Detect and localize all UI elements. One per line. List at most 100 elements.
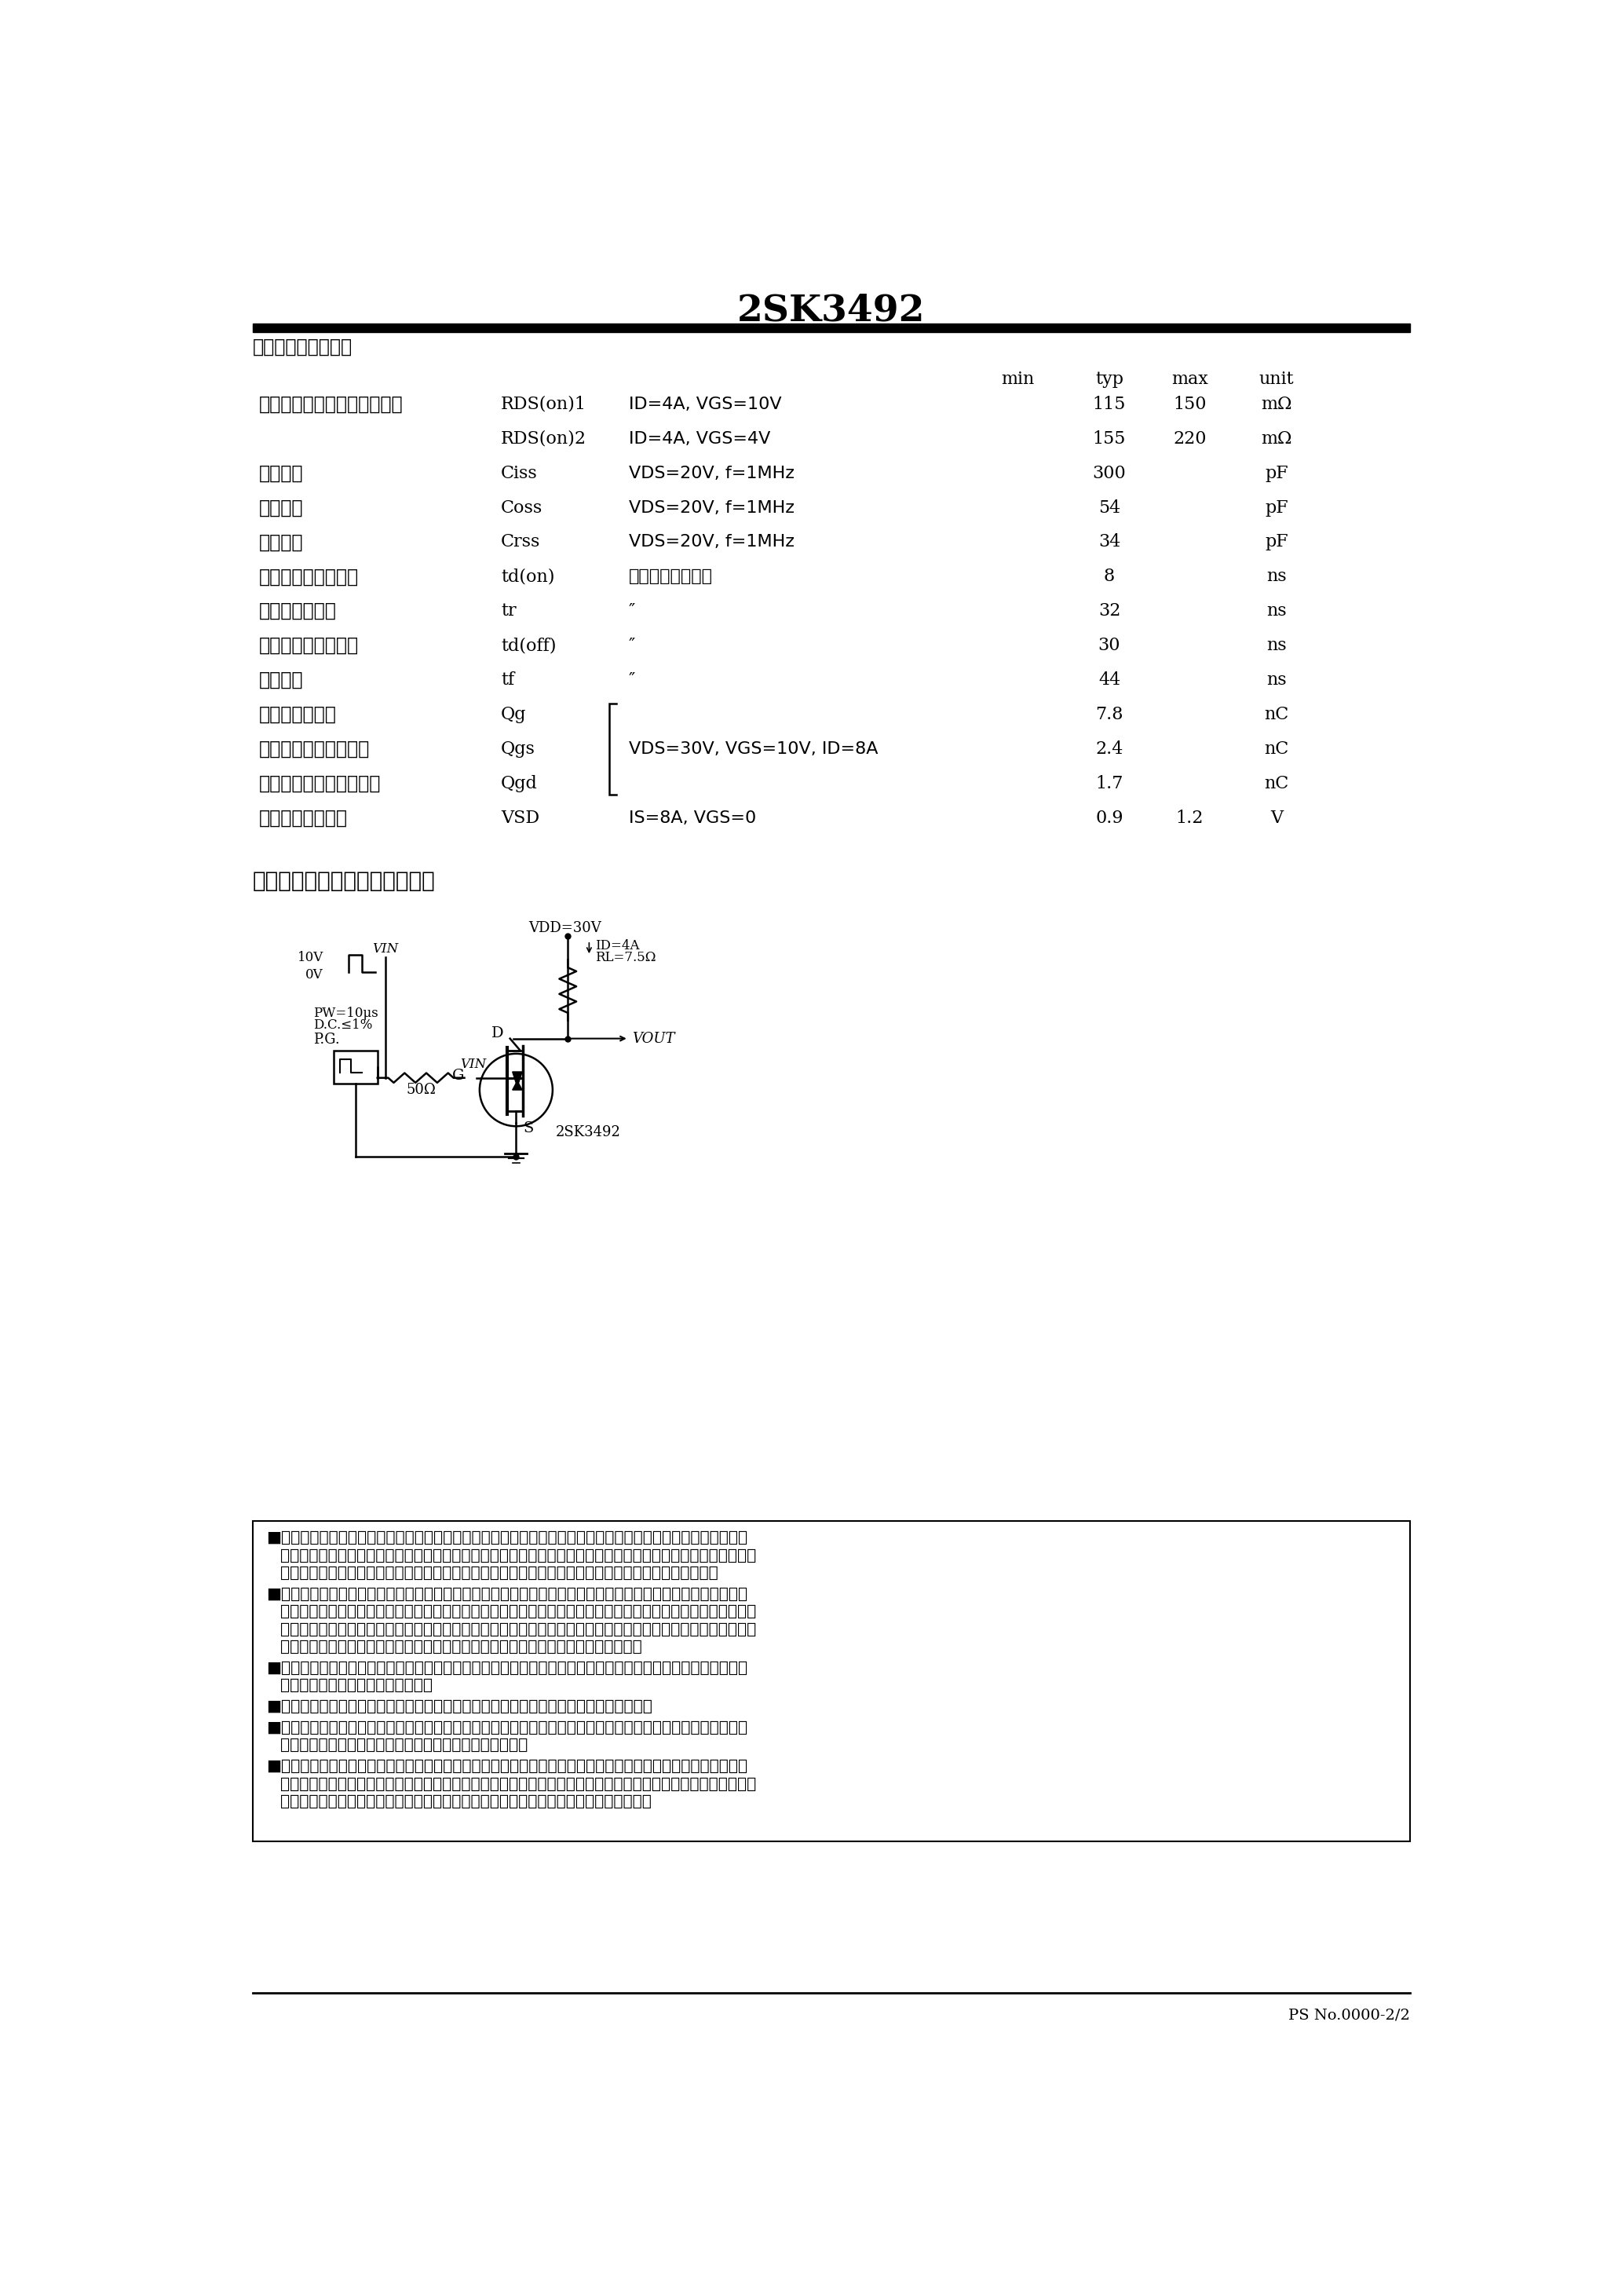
Text: 2.4: 2.4 xyxy=(1095,739,1122,758)
Text: ns: ns xyxy=(1267,567,1286,585)
Text: G: G xyxy=(453,1070,464,1084)
Text: 1.2: 1.2 xyxy=(1176,808,1204,827)
Text: RDS(on)1: RDS(on)1 xyxy=(501,395,587,413)
Text: ■本書記載の製品は、定められた条件下において、記載部品単体の性能・特性・機能などを規定するものであり: ■本書記載の製品は、定められた条件下において、記載部品単体の性能・特性・機能など… xyxy=(266,1531,748,1545)
Text: nC: nC xyxy=(1265,774,1289,792)
Text: td(on): td(on) xyxy=(501,567,555,585)
Text: VDD=30V: VDD=30V xyxy=(529,921,602,934)
Text: ゲート・ソース電荷量: ゲート・ソース電荷量 xyxy=(260,739,370,758)
Text: VDS=20V, f=1MHz: VDS=20V, f=1MHz xyxy=(629,535,795,551)
Text: 8: 8 xyxy=(1103,567,1114,585)
Text: Qg: Qg xyxy=(501,705,527,723)
Bar xyxy=(253,1520,1410,1841)
Text: 7.8: 7.8 xyxy=(1095,705,1124,723)
Text: 指定回路において: 指定回路において xyxy=(629,569,712,585)
Text: pF: pF xyxy=(1265,533,1288,551)
Bar xyxy=(334,1052,378,1084)
Text: ドレイン・ソース間オン抵抗: ドレイン・ソース間オン抵抗 xyxy=(260,395,402,413)
Text: td(off): td(off) xyxy=(501,636,556,654)
Text: って、ご使用の際には、「納入仕様書」でご確認下さい。: って、ご使用の際には、「納入仕様書」でご確認下さい。 xyxy=(281,1738,529,1752)
Polygon shape xyxy=(513,1072,522,1086)
Text: 出力容量: 出力容量 xyxy=(260,498,303,517)
Text: mΩ: mΩ xyxy=(1262,395,1293,413)
Text: RL=7.5Ω: RL=7.5Ω xyxy=(595,951,655,964)
Text: 生じてしまいます。この故障が原因となり、人命にかかわる事故、発煙・発火事故、他の物品に損害を与えてし: 生じてしまいます。この故障が原因となり、人命にかかわる事故、発煙・発火事故、他の… xyxy=(281,1605,756,1619)
Text: 0.9: 0.9 xyxy=(1095,808,1124,827)
Text: Qgs: Qgs xyxy=(501,739,535,758)
Text: IS=8A, VGS=0: IS=8A, VGS=0 xyxy=(629,810,756,827)
Text: ・誤動作防止回路等の安全設計、冗長設計・機構設計等の安全対策を行って下さい。: ・誤動作防止回路等の安全設計、冗長設計・機構設計等の安全対策を行って下さい。 xyxy=(281,1639,642,1653)
Text: 1.7: 1.7 xyxy=(1095,774,1122,792)
Text: 立ち上がり時間: 立ち上がり時間 xyxy=(260,602,336,620)
Text: ns: ns xyxy=(1267,636,1286,654)
Text: ns: ns xyxy=(1267,602,1286,620)
Text: RDS(on)2: RDS(on)2 xyxy=(501,429,587,448)
Text: unit: unit xyxy=(1259,372,1294,388)
Text: 32: 32 xyxy=(1098,602,1121,620)
Text: min: min xyxy=(1001,372,1035,388)
Text: ■弊社は、高品質・高信頼性の製品を供給することに努めております。しかし、半導体製品はある確率で故障が: ■弊社は、高品質・高信頼性の製品を供給することに努めております。しかし、半導体製… xyxy=(266,1587,748,1603)
Text: Crss: Crss xyxy=(501,533,540,551)
Text: 54: 54 xyxy=(1098,498,1121,517)
Text: 帰還容量: 帰還容量 xyxy=(260,533,303,551)
Text: ns: ns xyxy=(1267,670,1286,689)
Text: って第３者の工業所有権その他の権利の実施に対する保証を行うものではありません。: って第３者の工業所有権その他の権利の実施に対する保証を行うものではありません。 xyxy=(281,1793,652,1809)
Text: Qgd: Qgd xyxy=(501,774,537,792)
Text: pF: pF xyxy=(1265,464,1288,482)
Text: ■本書に記載された内容は、製品改善および技術改良等により将来予告なしに変更することがあります。したが: ■本書に記載された内容は、製品改善および技術改良等により将来予告なしに変更するこ… xyxy=(266,1720,748,1736)
Text: P.G.: P.G. xyxy=(313,1033,341,1047)
Text: 入力容量: 入力容量 xyxy=(260,464,303,482)
Text: max: max xyxy=(1171,372,1208,388)
Text: nC: nC xyxy=(1265,739,1289,758)
Text: VDS=30V, VGS=10V, ID=8A: VDS=30V, VGS=10V, ID=8A xyxy=(629,742,878,758)
Text: Ciss: Ciss xyxy=(501,464,537,482)
Text: PS No.0000-2/2: PS No.0000-2/2 xyxy=(1288,2009,1410,2023)
Text: ダイオード順電圧: ダイオード順電圧 xyxy=(260,808,347,827)
Text: Coss: Coss xyxy=(501,498,543,517)
Text: まう事故などを引き起こす可能性があります。機器設計時には、このような事故を起こさないような、保護回路: まう事故などを引き起こす可能性があります。機器設計時には、このような事故を起こさ… xyxy=(281,1621,756,1637)
Text: D: D xyxy=(491,1026,504,1040)
Text: D.C.≤1%: D.C.≤1% xyxy=(313,1019,373,1031)
Text: ″: ″ xyxy=(629,604,636,620)
Text: typ: typ xyxy=(1095,372,1124,388)
Text: 、お客様の製品（機器）での性能・特性・機能などを保証するものではありません。部品単体の評価では予測で: 、お客様の製品（機器）での性能・特性・機能などを保証するものではありません。部品… xyxy=(281,1548,756,1564)
Text: 150: 150 xyxy=(1173,395,1207,413)
Text: S: S xyxy=(524,1120,534,1134)
Text: 2SK3492: 2SK3492 xyxy=(556,1125,621,1139)
Text: ″: ″ xyxy=(629,673,636,689)
Text: PW=10μs: PW=10μs xyxy=(313,1006,378,1019)
Text: 0V: 0V xyxy=(305,969,323,980)
Text: ID=4A, VGS=4V: ID=4A, VGS=4V xyxy=(629,432,770,448)
Text: ■本書記載の製品が、外国為替及び外国貿易法に定める規制貨物（役務を含む）に該当する場合、輸出する際に: ■本書記載の製品が、外国為替及び外国貿易法に定める規制貨物（役務を含む）に該当す… xyxy=(266,1660,748,1676)
Text: ■弊社の承諾なしに、本書の一部または全部を、転載または複製することを禁止します。: ■弊社の承諾なしに、本書の一部または全部を、転載または複製することを禁止します。 xyxy=(266,1699,652,1715)
Text: mΩ: mΩ xyxy=(1262,429,1293,448)
Text: きない症状・事態を確認するためにも、お客様の製品で必要とされる評価・試験を必ず行って下さい。: きない症状・事態を確認するためにも、お客様の製品で必要とされる評価・試験を必ず行… xyxy=(281,1566,719,1580)
Text: 2SK3492: 2SK3492 xyxy=(738,292,925,328)
Text: 10V: 10V xyxy=(297,951,323,964)
Text: VDS=20V, f=1MHz: VDS=20V, f=1MHz xyxy=(629,466,795,482)
Text: VSD: VSD xyxy=(501,808,540,827)
Text: スイッチングタイム測定回路図: スイッチングタイム測定回路図 xyxy=(253,870,435,893)
Text: 155: 155 xyxy=(1093,429,1126,448)
Text: VIN: VIN xyxy=(461,1058,487,1072)
Text: 34: 34 xyxy=(1098,533,1121,551)
Text: ゲート・ドレイン電荷量: ゲート・ドレイン電荷量 xyxy=(260,774,381,792)
Text: ID=4A, VGS=10V: ID=4A, VGS=10V xyxy=(629,397,782,413)
Text: ■この資料の情報（掲載回路および回路定数を含む）は一例を示すもので、量産セットとしての設計を保証する: ■この資料の情報（掲載回路および回路定数を含む）は一例を示すもので、量産セットと… xyxy=(266,1759,748,1775)
Text: V: V xyxy=(1270,808,1283,827)
Text: tf: tf xyxy=(501,670,514,689)
Text: 50Ω: 50Ω xyxy=(406,1084,436,1097)
Text: 115: 115 xyxy=(1093,395,1126,413)
Text: 下降時間: 下降時間 xyxy=(260,670,303,689)
Text: pF: pF xyxy=(1265,498,1288,517)
Text: 300: 300 xyxy=(1093,464,1126,482)
Polygon shape xyxy=(513,1081,522,1091)
Text: 同法に基づく輸出許可が必要です。: 同法に基づく輸出許可が必要です。 xyxy=(281,1678,433,1692)
Text: ものではありません。また、この資料は正確かつ信頼すべきものであると確信しておりますが、その使用にあた: ものではありません。また、この資料は正確かつ信頼すべきものであると確信しておりま… xyxy=(281,1777,756,1791)
Text: 220: 220 xyxy=(1173,429,1207,448)
Text: 前ページより続く。: 前ページより続く。 xyxy=(253,338,352,356)
Text: ターンオン遅延時間: ターンオン遅延時間 xyxy=(260,567,358,585)
Bar xyxy=(253,324,1410,333)
Text: ″: ″ xyxy=(629,638,636,654)
Text: ターンオフ遅延時間: ターンオフ遅延時間 xyxy=(260,636,358,654)
